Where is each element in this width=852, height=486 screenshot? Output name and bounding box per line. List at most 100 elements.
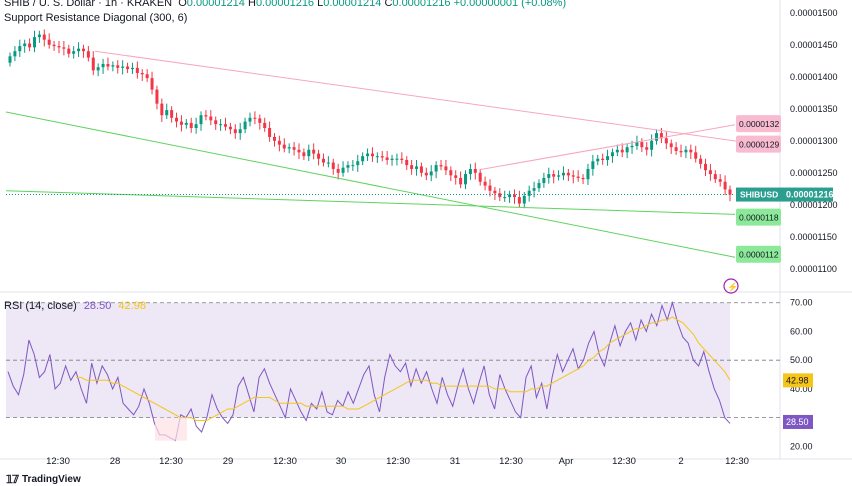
candle-body bbox=[385, 157, 389, 160]
candle-body bbox=[370, 153, 374, 157]
candle-body bbox=[561, 172, 565, 176]
candle-body bbox=[23, 43, 27, 47]
support-label-bg bbox=[736, 208, 781, 226]
rsi-oversold-shade bbox=[155, 417, 187, 441]
candle-body bbox=[395, 158, 399, 160]
time-axis-tick-label: 12:30 bbox=[46, 456, 70, 467]
rsi-value-tag: 28.50 bbox=[786, 417, 809, 427]
candle-body bbox=[356, 161, 360, 166]
time-axis-tick-label: 31 bbox=[450, 456, 461, 467]
candle-body bbox=[640, 142, 644, 148]
rsi-label: RSI (14, close) bbox=[4, 300, 77, 312]
candle-body bbox=[8, 56, 12, 63]
candle-body bbox=[28, 43, 32, 48]
close-value: 0.00001216 bbox=[392, 0, 451, 9]
last-price-value: 0.00001216 bbox=[786, 190, 834, 200]
candle-body bbox=[527, 190, 531, 196]
candle-body bbox=[253, 117, 257, 119]
candle-body bbox=[439, 165, 443, 167]
change-value: +0.00000001 (+0.08%) bbox=[453, 0, 567, 9]
candle-body bbox=[18, 46, 22, 52]
candle-body bbox=[101, 64, 105, 68]
candle-body bbox=[630, 145, 634, 148]
candle-body bbox=[459, 177, 463, 185]
low-value: 0.00001214 bbox=[323, 0, 382, 9]
candle-body bbox=[326, 162, 330, 164]
candle-body bbox=[375, 156, 379, 158]
price-axis-tick-label: 0.00001100 bbox=[790, 264, 837, 274]
indicator-legend[interactable]: Support Resistance Diagonal (300, 6) bbox=[4, 12, 187, 24]
rsi-axis-tick-label: 60.00 bbox=[790, 326, 813, 336]
candle-body bbox=[111, 65, 115, 67]
candle-body bbox=[449, 170, 453, 176]
candle-body bbox=[679, 151, 683, 153]
symbol-title[interactable]: SHIB / U. S. Dollar · 1h · KRAKEN bbox=[4, 0, 173, 9]
candle-body bbox=[601, 158, 605, 160]
rsi-value: 28.50 bbox=[83, 300, 112, 312]
candle-body bbox=[566, 172, 570, 176]
rsi-axis-tick-label: 70.00 bbox=[790, 298, 813, 308]
candle-body bbox=[405, 160, 409, 166]
candle-body bbox=[718, 179, 722, 182]
rsi-legend[interactable]: RSI (14, close) 28.50 42.98 bbox=[4, 300, 146, 312]
price-axis-tick-label: 0.00001150 bbox=[790, 232, 837, 242]
candle-body bbox=[473, 168, 477, 173]
candles-group bbox=[8, 29, 732, 209]
lightning-icon-circle bbox=[723, 278, 739, 294]
tradingview-brand[interactable]: 𝟙𝟟 TradingView bbox=[6, 473, 81, 486]
symbol-header: SHIB / U. S. Dollar · 1h · KRAKEN O0.000… bbox=[4, 0, 566, 9]
candle-body bbox=[81, 48, 85, 52]
candle-body bbox=[380, 156, 384, 158]
candle-body bbox=[189, 122, 193, 128]
price-axis-tick-label: 0.00001400 bbox=[790, 72, 838, 82]
candle-body bbox=[547, 174, 551, 178]
candle-body bbox=[498, 193, 502, 198]
candle-body bbox=[576, 176, 580, 178]
tradingview-label: TradingView bbox=[22, 474, 81, 485]
time-axis-tick-label: 12:30 bbox=[612, 456, 636, 467]
candle-body bbox=[434, 165, 438, 172]
candle-body bbox=[351, 165, 355, 167]
candle-body bbox=[542, 177, 546, 184]
candle-body bbox=[214, 120, 218, 125]
candle-body bbox=[596, 158, 600, 162]
rsi-axis-tick-label: 50.00 bbox=[790, 355, 813, 365]
candle-body bbox=[655, 133, 659, 141]
time-axis-tick-label: 12:30 bbox=[273, 456, 297, 467]
rsi-value-tag-bg bbox=[783, 414, 813, 429]
time-axis-tick-label: 28 bbox=[110, 456, 121, 467]
candle-body bbox=[116, 65, 120, 68]
candle-body bbox=[179, 121, 183, 125]
time-axis-tick-label: 2 bbox=[678, 456, 683, 467]
candle-body bbox=[130, 67, 134, 70]
resistance-label-bg bbox=[736, 115, 781, 133]
close-label: C bbox=[384, 0, 393, 9]
candle-body bbox=[184, 122, 188, 125]
candle-body bbox=[659, 133, 663, 139]
candle-body bbox=[464, 174, 468, 185]
candle-body bbox=[503, 197, 507, 199]
candle-body bbox=[424, 172, 428, 176]
candle-body bbox=[728, 189, 732, 195]
candle-body bbox=[277, 140, 281, 145]
candle-body bbox=[532, 188, 536, 191]
candle-body bbox=[645, 147, 649, 150]
candle-body bbox=[165, 110, 169, 116]
candle-body bbox=[67, 48, 71, 54]
time-axis-tick-label: 12:30 bbox=[499, 456, 523, 467]
candle-body bbox=[219, 124, 223, 126]
tradingview-logo-icon: 𝟙𝟟 bbox=[6, 474, 19, 486]
candle-body bbox=[135, 67, 139, 73]
candle-body bbox=[591, 161, 595, 169]
candle-body bbox=[478, 172, 482, 182]
candle-body bbox=[37, 34, 41, 38]
candle-body bbox=[606, 156, 610, 160]
candle-body bbox=[508, 194, 512, 198]
candle-body bbox=[493, 190, 497, 194]
candle-body bbox=[32, 37, 36, 48]
candle-body bbox=[586, 168, 590, 180]
candle-body bbox=[713, 174, 717, 180]
rsi-ma-tag: 42.98 bbox=[786, 375, 809, 385]
open-value: 0.00001214 bbox=[186, 0, 245, 9]
